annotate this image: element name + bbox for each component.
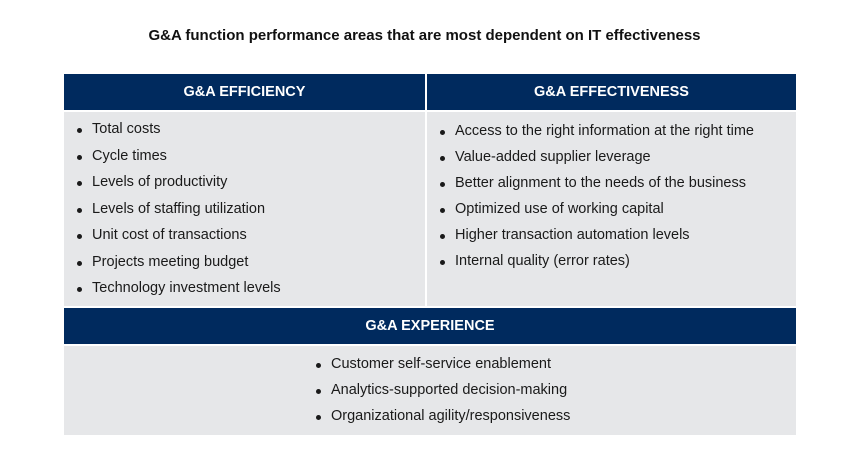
efficiency-header: G&A EFFICIENCY: [64, 74, 425, 110]
list-item: Cycle times: [77, 148, 281, 175]
experience-list: Customer self-service enablement Analyti…: [315, 356, 570, 434]
list-item: Value-added supplier leverage: [440, 149, 754, 175]
list-item: Projects meeting budget: [77, 254, 281, 281]
list-item: Levels of productivity: [77, 174, 281, 201]
list-item: Analytics-supported decision-making: [315, 382, 570, 408]
effectiveness-header: G&A EFFECTIVENESS: [427, 74, 796, 110]
experience-header: G&A EXPERIENCE: [64, 308, 796, 344]
efficiency-body: [64, 112, 425, 306]
efficiency-list: Total costs Cycle times Levels of produc…: [77, 121, 281, 307]
effectiveness-body: [427, 112, 796, 306]
diagram-title: G&A function performance areas that are …: [148, 27, 701, 44]
list-item: Customer self-service enablement: [315, 356, 570, 382]
experience-body: [64, 346, 796, 435]
list-item: Total costs: [77, 121, 281, 148]
list-item: Organizational agility/responsiveness: [315, 408, 570, 434]
list-item: Access to the right information at the r…: [440, 123, 754, 149]
list-item: Internal quality (error rates): [440, 253, 754, 279]
effectiveness-list: Access to the right information at the r…: [440, 123, 754, 279]
list-item: Better alignment to the needs of the bus…: [440, 175, 754, 201]
list-item: Higher transaction automation levels: [440, 227, 754, 253]
list-item: Technology investment levels: [77, 280, 281, 307]
list-item: Unit cost of transactions: [77, 227, 281, 254]
list-item: Levels of staffing utilization: [77, 201, 281, 228]
list-item: Optimized use of working capital: [440, 201, 754, 227]
